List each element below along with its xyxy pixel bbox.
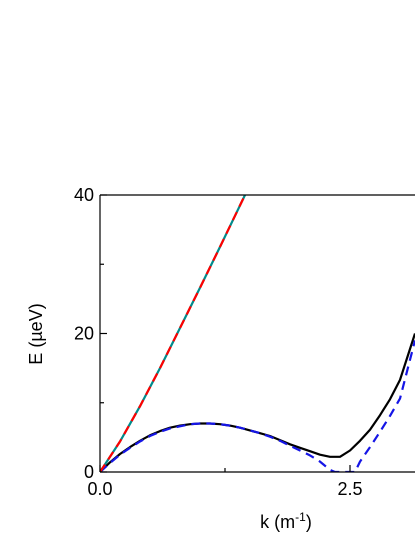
axes [99,194,415,473]
series-line-2 [100,340,415,472]
series-line-4 [100,195,246,472]
ticks: 0.0 2.5 0 20 40 [74,185,363,499]
x-axis-label: k (m-1) [260,510,312,532]
y-axis-label: E (µeV) [26,303,46,364]
y-tick-label: 0 [84,462,94,482]
x-axis-label-superscript: -1 [295,510,306,524]
x-axis-label-suffix: ) [306,512,312,532]
series-line-3 [100,195,246,472]
series-layer [100,195,415,472]
y-tick-label: 40 [74,185,94,205]
y-tick-label: 20 [74,324,94,344]
x-axis-label-main: k (m [260,512,295,532]
x-tick-label: 2.5 [337,479,362,499]
x-tick-label: 0.0 [87,479,112,499]
